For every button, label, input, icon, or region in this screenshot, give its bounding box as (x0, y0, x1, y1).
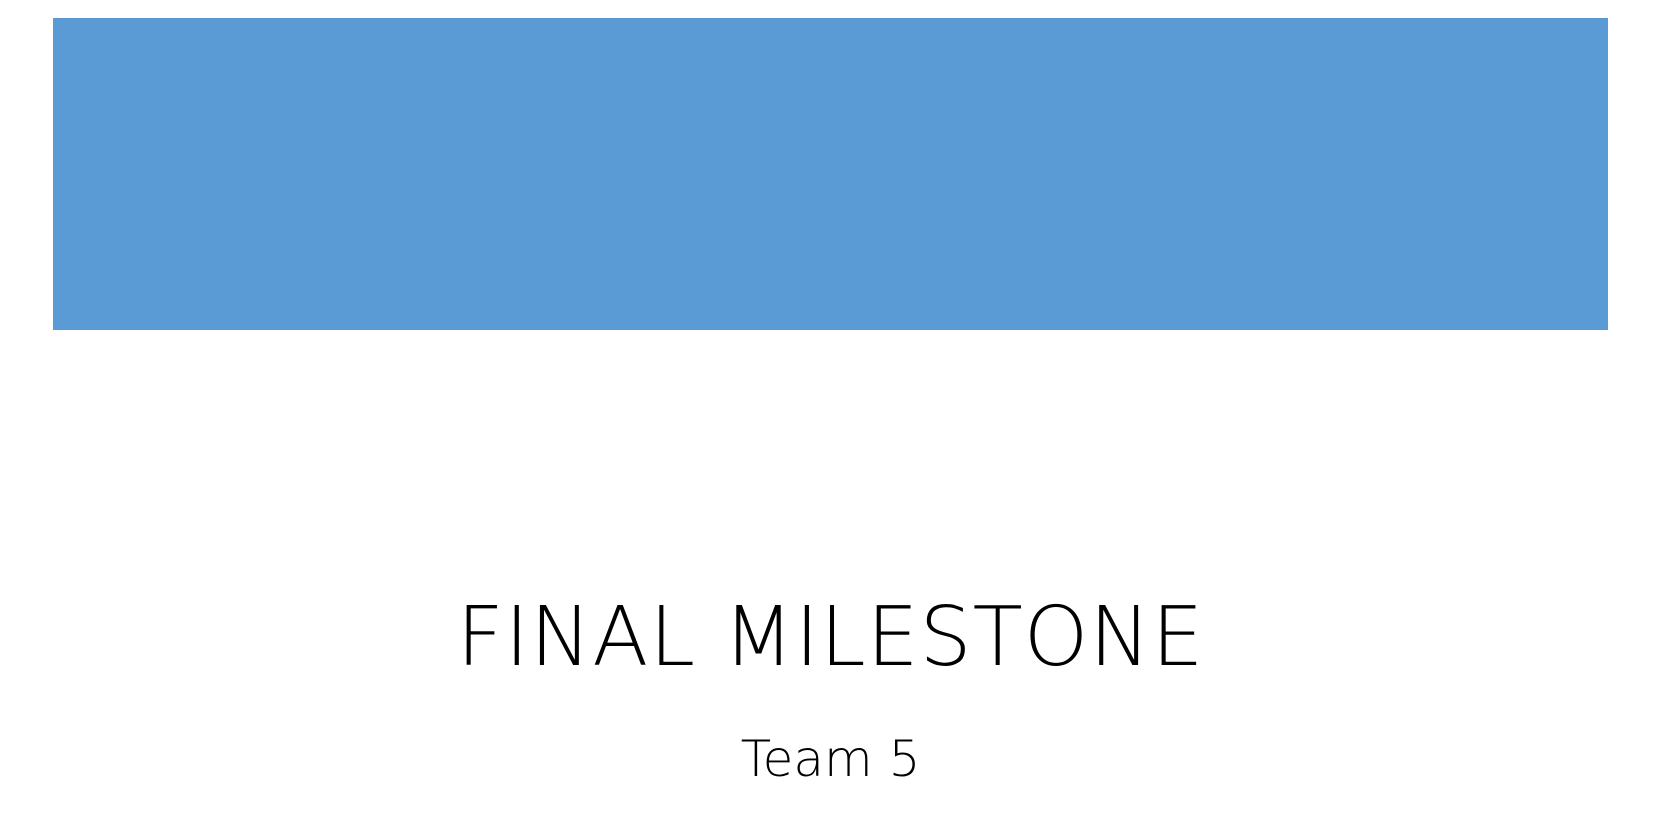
header-banner (53, 18, 1608, 330)
slide-subtitle: Team 5 (740, 730, 921, 788)
slide-title: FINAL MILESTONE (456, 590, 1205, 685)
